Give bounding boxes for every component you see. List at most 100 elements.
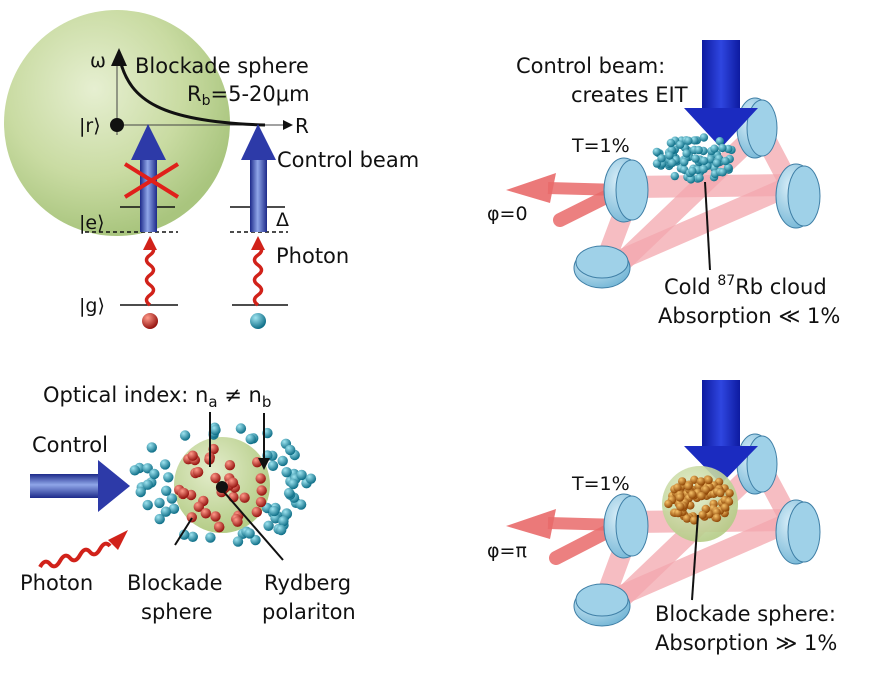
atom-ball-icon <box>699 156 709 166</box>
atom-ball-icon <box>232 516 243 527</box>
state-r-label: |r⟩ <box>79 115 101 137</box>
blue-beam-arrow-icon <box>30 460 130 512</box>
atom-ball-icon <box>691 154 700 163</box>
atom-ball-icon <box>179 430 191 441</box>
blockade-pointer-d <box>691 514 699 601</box>
atom-ball-icon <box>690 475 699 484</box>
atom-ball-icon <box>684 482 693 491</box>
mirror-disk-icon <box>736 433 778 495</box>
atom-ball-icon <box>699 165 708 174</box>
atom-ball-icon <box>129 465 140 476</box>
atom-ball-icon <box>224 460 236 471</box>
atom-ball-icon <box>690 136 699 145</box>
panel-a-energy-levels: ω Blockade sphere Rb=5-20μm R |r⟩ |e⟩ |g… <box>4 10 419 329</box>
state-e-label: |e⟩ <box>79 212 105 234</box>
absorption-high-label: Absorption ≫ 1% <box>655 631 837 655</box>
red-photon-wave-icon <box>38 530 128 569</box>
atom-ball-icon <box>251 506 262 518</box>
rydberg-label-2: polariton <box>262 600 356 624</box>
atom-ball-icon <box>664 499 673 509</box>
atom-ball-icon <box>187 450 198 461</box>
atom-ball-icon <box>674 508 683 518</box>
control-beam-label: Control beam <box>277 148 419 172</box>
control-label: Control <box>32 433 108 457</box>
atom-ball-icon <box>149 468 160 480</box>
mirror-disk-icon <box>736 97 778 159</box>
atom-ball-icon <box>668 158 677 168</box>
atom-ball-icon <box>256 485 267 496</box>
atom-ball-icon <box>706 155 715 164</box>
state-g-label: |g⟩ <box>79 295 105 317</box>
atom-ball-icon <box>718 168 727 177</box>
atom-ball-icon <box>712 158 722 168</box>
atom-ball-icon <box>200 508 211 519</box>
mirror-disk-icon <box>573 583 631 627</box>
rydberg-label-1: Rydberg <box>264 571 351 595</box>
photon-label-c: Photon <box>20 571 93 595</box>
atom-ball-icon <box>239 492 250 503</box>
blockade-pointer <box>174 517 193 546</box>
atom-ball-icon <box>680 157 689 167</box>
atom-ball-icon <box>686 175 696 184</box>
atom-ball-icon <box>696 477 706 486</box>
atom-ball-icon <box>676 140 685 149</box>
atom-ball-icon <box>296 469 307 481</box>
blockaded-atom-cloud <box>664 475 734 525</box>
atom-ball-icon <box>712 513 722 523</box>
atom-ball-icon <box>283 487 295 499</box>
absorption-low-label: Absorption ≪ 1% <box>658 304 840 328</box>
cold-atom-cloud <box>652 133 736 184</box>
interaction-curve-arrowhead <box>111 48 127 66</box>
atom-ball-icon <box>245 433 256 445</box>
atom-ball-icon <box>699 133 709 142</box>
phase-label: φ=0 <box>487 203 528 225</box>
atom-ball-icon <box>676 502 685 511</box>
atom-ball-icon <box>244 528 255 539</box>
atom-ball-icon <box>682 514 692 523</box>
atom-ball-icon <box>678 477 687 486</box>
atom-ball-icon <box>725 489 734 498</box>
atom-ball-icon <box>210 511 221 522</box>
atom-ball-icon <box>278 516 289 527</box>
cold-cloud-label: Cold 87Rb cloud <box>664 273 827 299</box>
atom-ball-icon <box>159 459 171 470</box>
interaction-curve <box>118 59 266 127</box>
phase-label-d: φ=π <box>487 540 527 562</box>
mirror-disk-icon <box>775 163 821 229</box>
atom-ball-icon <box>718 143 727 153</box>
atom-ball-icon <box>146 442 157 453</box>
atom-ball-icon <box>205 532 216 543</box>
atom-ball-icon <box>168 503 180 514</box>
photon-label: Photon <box>276 244 349 268</box>
atom-ball-icon <box>698 510 707 520</box>
blue-beam-arrow-icon <box>684 40 758 148</box>
rydberg-polariton-center <box>216 481 228 493</box>
atom-ball-icon <box>721 156 730 166</box>
atom-ball-icon <box>666 138 676 148</box>
atom-ball-icon <box>178 487 190 499</box>
mirror-disk-icon <box>775 499 821 565</box>
panel-c-rydberg-polariton: Optical index: na ≠ nb Control Photon Bl… <box>20 383 356 624</box>
optical-index-label: Optical index: na ≠ nb <box>43 383 271 411</box>
nb-pointer-arrowhead <box>258 458 270 470</box>
atom-ball-icon <box>675 493 685 502</box>
atom-ball-icon <box>192 466 204 478</box>
atom-ball-icon <box>720 503 730 512</box>
control-beam-title-line1: Control beam: <box>516 54 665 78</box>
blockade-sphere-label: Blockade sphere <box>135 54 309 78</box>
polariton-pointer <box>223 491 284 561</box>
atom-ball-icon <box>154 497 165 509</box>
atom-ball-icon <box>288 478 299 490</box>
atom-ball-icon <box>689 516 699 525</box>
atom-ball-icon <box>187 531 198 542</box>
atom-ball-icon <box>670 171 679 181</box>
red-photon-wave-icon <box>251 236 265 307</box>
cloud-pointer-line <box>704 181 711 271</box>
atom-ball-icon <box>160 506 172 517</box>
atom-ball-icon <box>652 147 661 157</box>
atom-ball-icon <box>665 151 674 160</box>
atom-ball-icon <box>673 483 682 492</box>
atom-ball-icon <box>142 479 153 490</box>
ground-state-atoms <box>129 422 317 547</box>
control-beam-title-line2: creates EIT <box>571 83 688 107</box>
